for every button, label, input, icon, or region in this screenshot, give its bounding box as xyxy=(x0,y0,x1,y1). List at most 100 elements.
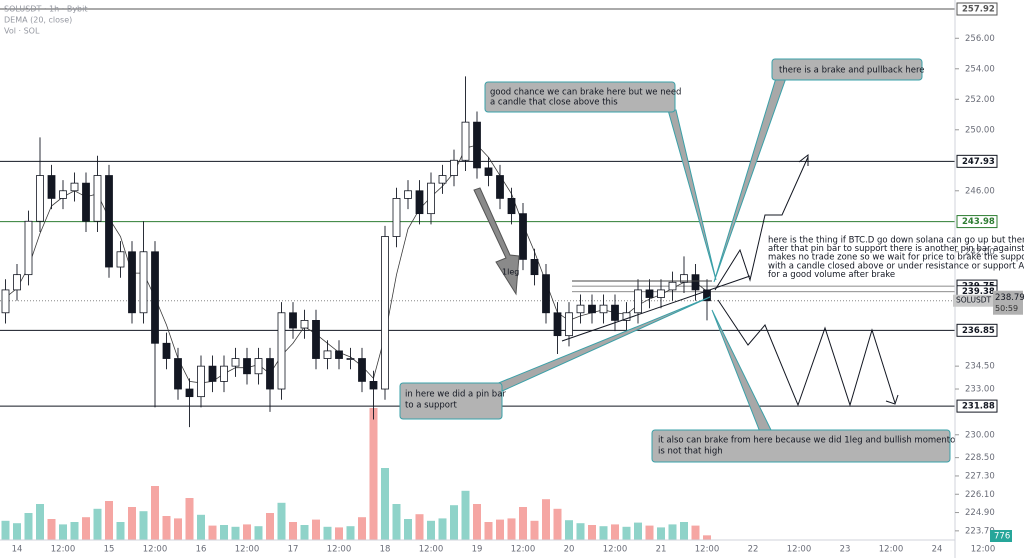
candle-body xyxy=(128,251,136,314)
volume-tag xyxy=(990,530,1012,542)
level-label: 239.38 xyxy=(962,287,995,297)
volume-bar xyxy=(358,517,366,540)
annotation-text: a candle that close above this xyxy=(490,98,618,108)
legend-entry: SOLUSDT · 1h · Bybit xyxy=(4,5,88,14)
volume-bar xyxy=(691,525,700,540)
candle-body xyxy=(703,289,711,302)
annotation-text: in here we did a pin bar xyxy=(405,390,506,400)
y-tick-label: 224.90 xyxy=(965,508,995,518)
y-tick-label: 242.00 xyxy=(965,247,995,257)
x-tick-label: 21 xyxy=(656,545,667,555)
volume-bar xyxy=(116,522,125,540)
annotation-text: it also can brake from here because we d… xyxy=(658,436,964,446)
callout-pointer xyxy=(667,109,717,281)
level-tag xyxy=(956,215,998,229)
x-tick-label: 12:00 xyxy=(511,545,536,555)
candle-body xyxy=(105,175,113,268)
x-tick-label: 15 xyxy=(104,545,115,555)
candle-body xyxy=(381,236,389,390)
y-tick-label: 246.00 xyxy=(965,186,995,196)
volume-bar xyxy=(289,522,297,540)
candle-body xyxy=(358,358,366,382)
volume-bar xyxy=(208,525,217,540)
candle-body xyxy=(588,304,596,314)
y-tick-label: 234.50 xyxy=(965,362,995,372)
candle-body xyxy=(657,289,665,298)
volume-bar xyxy=(82,517,90,540)
candle-body xyxy=(208,365,217,382)
dema-line xyxy=(5,144,708,384)
x-tick-label: 23 xyxy=(840,545,851,555)
candle-body xyxy=(335,350,343,359)
candle-body xyxy=(611,304,619,321)
annotation-text: here is the thing if BTC.D go down solan… xyxy=(768,236,1024,246)
candle-body xyxy=(542,274,550,314)
legend-entry: Vol · SOL xyxy=(4,27,40,36)
bull-arrow xyxy=(798,153,809,166)
candle-body xyxy=(24,220,33,276)
x-tick-label: 20 xyxy=(564,545,575,555)
callout-box xyxy=(484,81,676,113)
volume-bar xyxy=(507,518,516,540)
annotation-text: for a good volume after brake xyxy=(768,270,895,280)
candle-body xyxy=(47,175,56,199)
candle-body xyxy=(668,281,677,291)
candle-body xyxy=(691,274,700,291)
candle-body xyxy=(530,259,539,276)
volume-bar xyxy=(588,525,596,540)
volume-bar xyxy=(392,504,401,540)
volume-bar xyxy=(197,514,205,540)
x-tick-label: 12:00 xyxy=(235,545,260,555)
volume-bar xyxy=(70,522,79,540)
bear-path xyxy=(717,299,896,407)
callout-pointer xyxy=(711,309,773,433)
volume-bar xyxy=(427,520,435,540)
candle-body xyxy=(289,312,297,329)
labels: SOLUSDT · 1h · Bybit DEMA (20, close) Vol … xyxy=(4,5,1024,280)
candle-body xyxy=(392,198,401,237)
x-tick-label: 17 xyxy=(288,545,299,555)
symbol-label: SOLUSDT xyxy=(956,296,991,305)
volume-bar xyxy=(680,522,688,540)
volume-bar xyxy=(254,526,263,540)
volume-bar xyxy=(323,526,332,540)
candle-body xyxy=(680,274,688,283)
candle-body xyxy=(599,304,608,314)
candle-body xyxy=(312,320,320,359)
y-tick-label: 226.10 xyxy=(965,490,995,500)
candle-body xyxy=(300,320,309,329)
volume-bar xyxy=(611,524,619,540)
volume-bar xyxy=(634,522,642,540)
annotation-text: after that pin bar to support there is a… xyxy=(768,244,1024,254)
candle-body xyxy=(231,358,240,367)
volume-bar xyxy=(312,519,320,540)
y-tick-label: 250.00 xyxy=(965,125,995,135)
candle-body xyxy=(473,121,481,169)
volume-bar xyxy=(1,520,10,540)
volume-bar xyxy=(404,519,412,540)
volume-bar xyxy=(519,507,527,540)
y-tick-label: 223.70 xyxy=(965,526,995,536)
volume-bar xyxy=(461,490,470,540)
y-tick-label: 233.00 xyxy=(965,385,995,395)
candle-body xyxy=(553,312,562,337)
x-tick-label: 14 xyxy=(12,545,23,555)
volume-bar xyxy=(162,516,171,540)
volume-bar xyxy=(381,468,389,540)
candle-body xyxy=(220,365,228,382)
level-label: 231.88 xyxy=(962,402,995,412)
candle-body xyxy=(565,312,573,337)
drawings: good chance we can brake here but we nee… xyxy=(399,58,964,463)
leg-arrow xyxy=(473,187,520,296)
level-label: 257.92 xyxy=(962,4,995,14)
x-tick-label: 12:00 xyxy=(971,545,996,555)
volume-bar xyxy=(36,504,44,540)
candle-body xyxy=(576,304,585,314)
volume-bar xyxy=(185,498,194,540)
volume-bar xyxy=(553,508,562,540)
annotation-text: with a candle closed above or under resi… xyxy=(768,261,1024,271)
level-label: 243.98 xyxy=(962,217,995,227)
x-tick-label: 24 xyxy=(932,545,943,555)
volume-bar xyxy=(415,514,424,540)
